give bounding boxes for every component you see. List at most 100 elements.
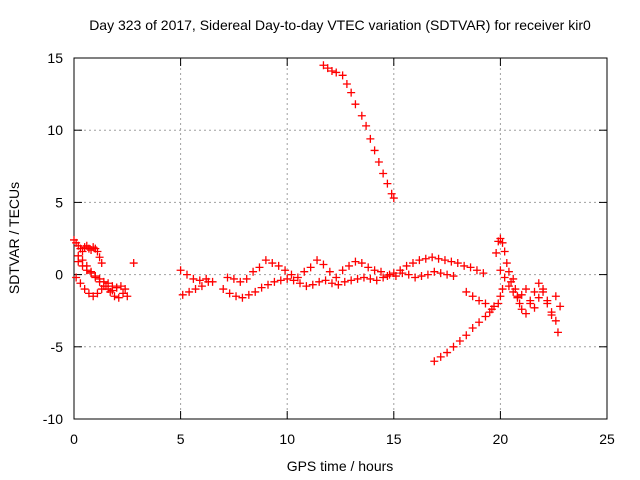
data-point <box>82 261 91 270</box>
data-point <box>468 292 477 301</box>
data-point <box>430 357 439 366</box>
data-point <box>95 253 104 262</box>
data-point <box>327 66 336 75</box>
data-point <box>78 256 87 265</box>
data-point <box>423 270 432 279</box>
y-tick-label: 0 <box>55 267 63 283</box>
data-point <box>274 261 283 270</box>
data-point <box>347 88 356 97</box>
data-point <box>481 312 490 321</box>
data-point <box>249 267 258 276</box>
data-point <box>255 263 264 272</box>
data-point <box>462 287 471 296</box>
series-kir0-mid-band-upper <box>176 253 488 286</box>
data-point <box>110 292 119 301</box>
data-point <box>447 257 456 266</box>
data-point <box>340 277 349 286</box>
data-point <box>377 267 386 276</box>
data-point <box>517 290 526 299</box>
x-tick-label: 20 <box>493 431 509 447</box>
data-point <box>515 299 524 308</box>
data-point <box>547 311 556 320</box>
series-kir0-rising-arc <box>430 285 507 366</box>
data-point <box>487 305 496 314</box>
data-point <box>195 276 204 285</box>
series-kir0-late-cluster <box>492 234 565 337</box>
data-point <box>302 282 311 291</box>
data-point <box>87 267 96 276</box>
data-point <box>332 68 341 77</box>
data-point <box>72 273 81 282</box>
data-point <box>357 259 366 268</box>
data-point <box>387 189 396 198</box>
data-point <box>225 289 234 298</box>
data-point <box>351 100 360 109</box>
data-point <box>261 256 270 265</box>
data-point <box>509 287 518 296</box>
data-point <box>308 280 317 289</box>
data-point <box>398 269 407 278</box>
data-point <box>182 270 191 279</box>
series-kir0-early-cluster <box>70 235 138 302</box>
data-point <box>313 256 322 265</box>
data-point <box>80 285 89 294</box>
data-point <box>440 256 449 265</box>
data-point <box>332 273 341 282</box>
data-point <box>76 279 85 288</box>
data-point <box>539 285 548 294</box>
data-point <box>129 259 138 268</box>
data-point <box>494 299 503 308</box>
data-point <box>434 254 443 263</box>
data-point <box>229 274 238 283</box>
x-tick-label: 25 <box>599 431 615 447</box>
data-points <box>70 61 565 366</box>
data-point <box>84 289 93 298</box>
data-point <box>500 247 509 256</box>
data-point <box>553 328 562 337</box>
data-point <box>498 285 507 294</box>
x-tick-label: 10 <box>279 431 295 447</box>
data-point <box>112 283 121 292</box>
data-point <box>391 272 400 281</box>
y-axis-label: SDTVAR / TECUs <box>6 182 22 294</box>
data-point <box>364 263 373 272</box>
data-point <box>496 266 505 275</box>
data-point <box>428 253 437 262</box>
data-point <box>93 289 102 298</box>
data-point <box>91 273 100 282</box>
data-point <box>502 259 511 268</box>
data-point <box>270 277 279 286</box>
data-point <box>334 280 343 289</box>
data-point <box>551 292 560 301</box>
data-point <box>366 134 375 143</box>
data-point <box>185 287 194 296</box>
data-point <box>402 261 411 270</box>
data-point <box>104 285 113 294</box>
data-point <box>453 259 462 268</box>
data-point <box>268 259 277 268</box>
y-tick-label: 15 <box>47 50 63 66</box>
x-tick-label: 5 <box>177 431 185 447</box>
data-point <box>472 266 481 275</box>
data-point <box>556 302 565 311</box>
data-point <box>242 274 251 283</box>
data-point <box>513 293 522 302</box>
data-point <box>281 266 290 275</box>
data-point <box>504 282 513 291</box>
data-point <box>385 270 394 279</box>
data-point <box>353 274 362 283</box>
data-point <box>370 146 379 155</box>
data-point <box>293 273 302 282</box>
data-point <box>189 274 198 283</box>
data-point <box>372 276 381 285</box>
data-point <box>455 337 464 346</box>
data-point <box>123 292 132 301</box>
data-point <box>496 292 505 301</box>
data-point <box>116 282 125 291</box>
x-tick-label: 15 <box>386 431 402 447</box>
data-point <box>342 79 351 88</box>
data-point <box>204 277 213 286</box>
data-point <box>359 273 368 282</box>
data-point <box>362 121 371 130</box>
